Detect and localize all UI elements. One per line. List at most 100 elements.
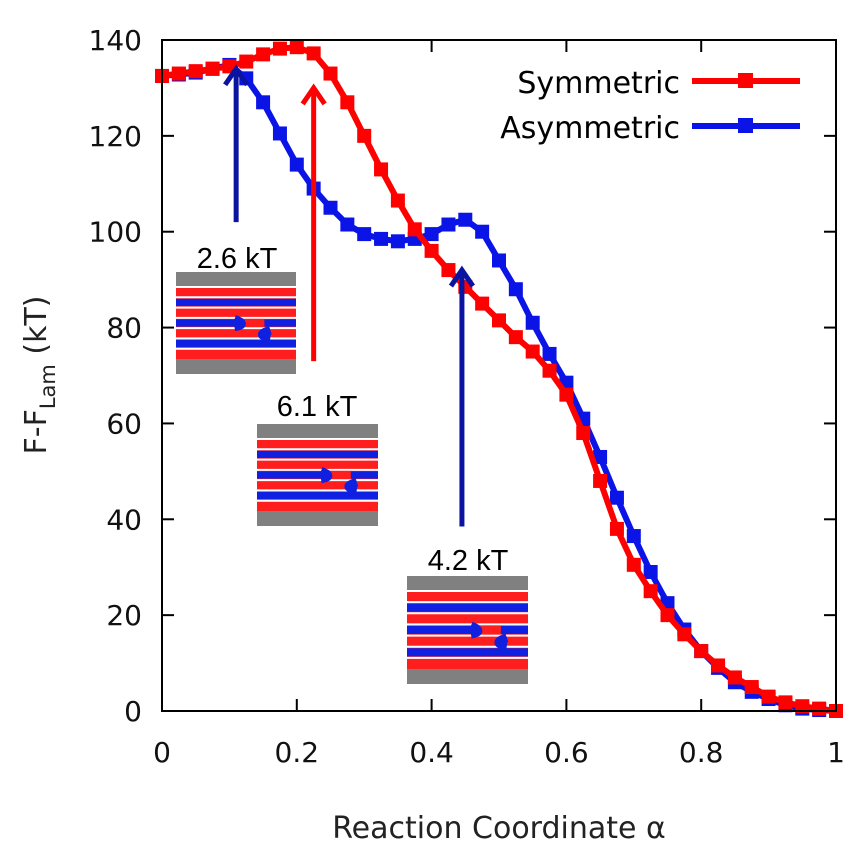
lamella-blue-stripe — [407, 625, 528, 635]
data-point-symmetric — [727, 670, 742, 685]
data-point-asymmetric — [508, 282, 523, 297]
data-point-asymmetric — [593, 449, 608, 464]
y-tick-label: 120 — [89, 120, 142, 153]
barrier-arrow-head — [300, 83, 327, 106]
data-point-symmetric — [256, 47, 271, 62]
data-point-symmetric — [542, 363, 557, 378]
data-point-symmetric — [761, 689, 776, 704]
data-point-asymmetric — [272, 126, 287, 141]
data-point-symmetric — [306, 46, 321, 61]
data-point-symmetric — [407, 222, 422, 237]
morphology-insets — [176, 272, 528, 684]
data-point-symmetric — [205, 61, 220, 76]
legend-label-symmetric: Symmetric — [517, 66, 680, 101]
data-point-symmetric — [626, 557, 641, 572]
data-point-symmetric — [357, 128, 372, 143]
data-point-asymmetric — [323, 200, 338, 215]
data-point-asymmetric — [609, 490, 624, 505]
y-axis-title: F-FLam (kT) — [19, 295, 60, 454]
data-point-symmetric — [812, 701, 827, 716]
x-tick-label: 0.4 — [409, 736, 454, 769]
data-point-asymmetric — [542, 346, 557, 361]
data-point-symmetric — [171, 66, 186, 81]
data-point-symmetric — [609, 521, 624, 536]
barrier-arrow — [300, 83, 327, 362]
legend-marker-asymmetric — [738, 118, 753, 133]
y-tick-label: 80 — [106, 312, 142, 345]
barrier-label-4-2: 4.2 kT — [428, 545, 509, 577]
data-point-asymmetric — [475, 224, 490, 239]
data-point-asymmetric — [390, 234, 405, 249]
lamella-blue-stripe — [407, 603, 528, 612]
morphology-inset-4-2 — [407, 576, 528, 684]
substrate-bottom — [257, 511, 378, 526]
data-point-symmetric — [424, 243, 439, 258]
y-tick-label: 100 — [89, 216, 142, 249]
lamella-blue-stripe — [257, 450, 378, 459]
plot-frame — [161, 39, 837, 712]
data-point-symmetric — [239, 54, 254, 69]
barrier-arrow — [223, 64, 250, 223]
data-point-asymmetric — [441, 217, 456, 232]
barrier-label-2-6: 2.6 kT — [197, 243, 278, 275]
data-point-symmetric — [778, 695, 793, 710]
data-point-symmetric — [340, 95, 355, 110]
legend: Symmetric Asymmetric — [500, 66, 800, 146]
defect-core — [236, 318, 265, 328]
series-layer — [155, 40, 843, 718]
data-point-asymmetric — [374, 231, 389, 246]
lamella-blue-stripe — [176, 339, 296, 348]
data-point-symmetric — [744, 680, 759, 695]
data-point-symmetric — [795, 699, 810, 714]
data-point-symmetric — [323, 66, 338, 81]
substrate-top — [407, 576, 528, 591]
barrier-arrow-head — [448, 265, 475, 288]
data-point-asymmetric — [643, 565, 658, 580]
y-tick-label: 20 — [106, 599, 142, 632]
data-point-symmetric — [475, 296, 490, 311]
substrate-top — [176, 272, 296, 287]
morphology-inset-2-6 — [176, 272, 296, 374]
barrier-label-6-1: 6.1 kT — [277, 391, 358, 423]
lamella-blue-stripe — [257, 471, 378, 479]
data-point-asymmetric — [525, 315, 540, 330]
data-point-asymmetric — [340, 217, 355, 232]
data-point-symmetric — [694, 644, 709, 659]
barrier-arrow-head — [223, 64, 250, 87]
data-point-symmetric — [508, 330, 523, 345]
defect-cap — [469, 621, 483, 639]
barrier-arrows — [223, 64, 475, 527]
x-tick-label: 0.8 — [679, 736, 724, 769]
x-tick-label: 0.2 — [275, 736, 320, 769]
data-point-asymmetric — [458, 212, 473, 227]
legend-marker-symmetric — [738, 73, 753, 88]
x-axis-title: Reaction Coordinate α — [332, 811, 666, 846]
data-point-symmetric — [559, 387, 574, 402]
y-axis-ticks: 0 20 40 60 80 100 120 140 — [89, 24, 836, 728]
substrate-top — [257, 424, 378, 439]
legend-label-asymmetric: Asymmetric — [500, 111, 680, 146]
data-point-symmetric — [390, 193, 405, 208]
x-axis-ticks: 0 0.2 0.4 0.6 0.8 1 — [153, 40, 845, 769]
lamella-blue-stripe — [257, 491, 378, 500]
lamella-blue-stripe — [407, 648, 528, 657]
data-point-symmetric — [711, 658, 726, 673]
data-point-symmetric — [576, 426, 591, 441]
y-axis-title-sub: Lam — [36, 364, 60, 409]
data-point-symmetric — [677, 627, 692, 642]
data-point-symmetric — [374, 162, 389, 177]
x-tick-label: 0.6 — [544, 736, 589, 769]
data-point-asymmetric — [256, 95, 271, 110]
defect-core — [472, 625, 501, 635]
data-point-asymmetric — [626, 529, 641, 544]
data-point-symmetric — [441, 263, 456, 278]
y-tick-label: 40 — [106, 503, 142, 536]
data-point-symmetric — [593, 473, 608, 488]
data-point-asymmetric — [289, 157, 304, 172]
data-point-asymmetric — [357, 227, 372, 242]
y-tick-label: 140 — [89, 24, 142, 57]
data-point-symmetric — [188, 64, 203, 79]
substrate-bottom — [176, 359, 296, 374]
data-point-symmetric — [289, 40, 304, 55]
